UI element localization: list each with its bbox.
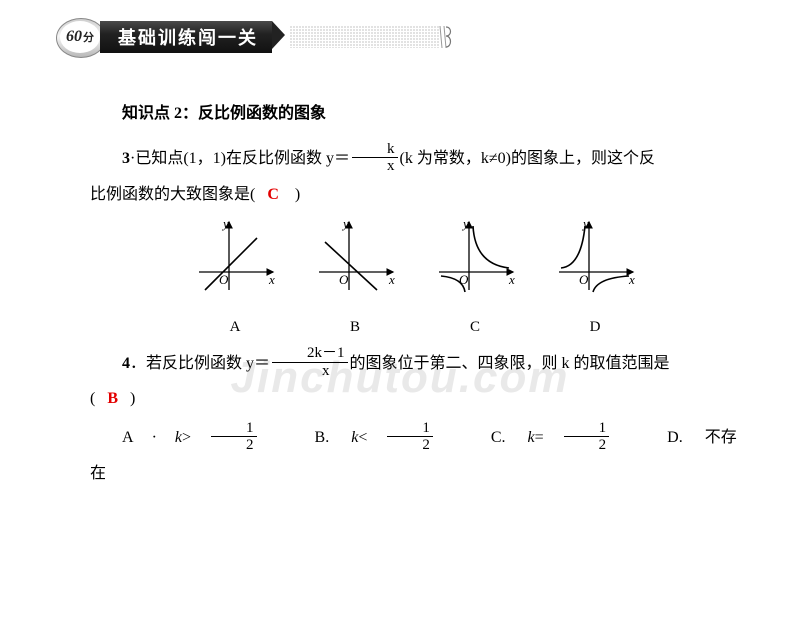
graph-c-label: C	[433, 311, 517, 344]
opt-a: A·k>12	[122, 429, 293, 446]
graph-c: y x O C	[433, 218, 517, 344]
graph-d-label: D	[553, 311, 637, 344]
section-header: 60分 基础训练闯一关	[56, 18, 800, 66]
svg-text:x: x	[628, 272, 635, 287]
q3-number: 3	[122, 150, 130, 167]
svg-text:y: y	[341, 218, 349, 231]
q4-text2: 的图象位于第二、四象限，则 k 的取值范围是	[350, 355, 670, 372]
svg-text:y: y	[461, 218, 469, 231]
q4-text1: 若反比例函数 y＝	[146, 355, 270, 372]
graph-row: y x O A y x O B	[90, 218, 740, 344]
q4-dot: ．	[130, 355, 146, 372]
opt-b: B. k<12	[315, 429, 469, 446]
title-bar: 基础训练闯一关	[100, 22, 460, 52]
knowledge-point-heading: 知识点 2：反比例函数的图象	[90, 96, 740, 131]
q3-text2: (k 为常数，k≠0)的图象上，则这个反	[400, 150, 655, 167]
svg-text:x: x	[388, 272, 395, 287]
kp-label: 知识点 2：	[122, 105, 198, 122]
q3-text3: 比例函数的大致图象是(	[90, 186, 255, 203]
graph-a-label: A	[193, 311, 277, 344]
q4-text4: )	[130, 390, 135, 407]
kp-title-text: 反比例函数的图象	[198, 105, 326, 122]
opt-c: C. k=12	[491, 429, 645, 446]
svg-text:x: x	[508, 272, 515, 287]
question-4-line1: 4．若反比例函数 y＝2k－1x的图象位于第二、四象限，则 k 的取值范围是	[90, 346, 740, 381]
q4-number: 4	[122, 355, 130, 372]
graph-b: y x O B	[313, 218, 397, 344]
q3-text4: )	[295, 186, 300, 203]
q3-fraction: kx	[352, 141, 398, 175]
svg-text:O: O	[339, 272, 349, 287]
q4-fraction: 2k－1x	[272, 345, 348, 379]
dotted-decoration	[290, 26, 460, 48]
content-area: 知识点 2：反比例函数的图象 3·已知点(1，1)在反比例函数 y＝kx(k 为…	[0, 66, 800, 491]
badge-unit: 分	[83, 29, 94, 45]
question-4-line2: ( B )	[90, 381, 740, 416]
q3-answer: C	[267, 186, 279, 203]
graph-a: y x O A	[193, 218, 277, 344]
svg-text:O: O	[219, 272, 229, 287]
svg-text:O: O	[459, 272, 469, 287]
section-title: 基础训练闯一关	[100, 21, 272, 53]
svg-text:y: y	[221, 218, 229, 231]
q4-options: A·k>12 B. k<12 C. k=12 D. 不存在	[90, 420, 740, 491]
question-3-line1: 3·已知点(1，1)在反比例函数 y＝kx(k 为常数，k≠0)的图象上，则这个…	[90, 141, 740, 176]
graph-d: y x O D	[553, 218, 637, 344]
q3-text1: 已知点(1，1)在反比例函数 y＝	[135, 150, 350, 167]
svg-text:O: O	[579, 272, 589, 287]
badge-number: 60	[66, 28, 82, 46]
q4-text3: (	[90, 390, 95, 407]
question-3-line2: 比例函数的大致图象是( C )	[90, 177, 740, 212]
graph-b-label: B	[313, 311, 397, 344]
q4-answer: B	[107, 390, 118, 407]
svg-text:x: x	[268, 272, 275, 287]
svg-text:y: y	[581, 218, 589, 231]
